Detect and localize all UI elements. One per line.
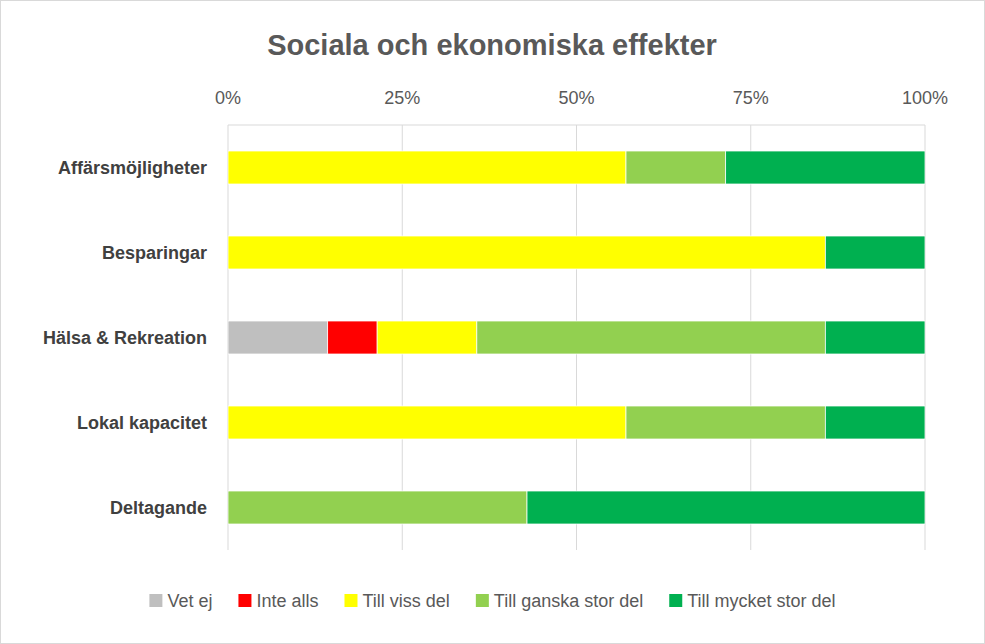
bar-segment — [228, 491, 527, 524]
bar-segment — [377, 321, 477, 354]
bar-segment — [228, 321, 328, 354]
grid — [228, 125, 925, 550]
category-label: Affärsmöjligheter — [58, 158, 207, 178]
legend-swatch — [669, 594, 682, 607]
legend-swatch — [238, 594, 251, 607]
legend-swatch — [476, 594, 489, 607]
title: Sociala och ekonomiska effekter — [267, 29, 717, 61]
bar-segment — [825, 236, 925, 269]
category-label: Lokal kapacitet — [77, 413, 207, 433]
tick-label: 0% — [215, 88, 241, 108]
bar-segment — [328, 321, 377, 354]
bar-segment — [626, 406, 825, 439]
axis-line — [228, 125, 925, 126]
bar-segment — [228, 151, 626, 184]
bar-segment — [228, 406, 626, 439]
tick-label: 75% — [733, 88, 769, 108]
category-label: Besparingar — [102, 243, 207, 263]
legend-label: Inte alls — [256, 591, 318, 611]
legend-label: Till viss del — [362, 591, 449, 611]
chart-frame — [1, 1, 985, 644]
legend-label: Till mycket stor del — [687, 591, 835, 611]
bar-segment — [626, 151, 726, 184]
chart: Sociala och ekonomiska effekter 0% 25% 50% 7… — [0, 0, 985, 644]
bar-segment — [825, 321, 925, 354]
category-label: Hälsa & Rekreation — [43, 328, 207, 348]
bar-segment — [477, 321, 825, 354]
bar-segment — [228, 236, 825, 269]
tick-label: 50% — [558, 88, 594, 108]
bar-segment — [825, 406, 925, 439]
tick-label: 100% — [902, 88, 948, 108]
tick-label: 25% — [384, 88, 420, 108]
legend: Vet ej Inte alls Till viss del Till ganska … — [149, 591, 835, 611]
legend-swatch — [149, 594, 162, 607]
legend-label: Till ganska stor del — [494, 591, 643, 611]
category-label: Deltagande — [110, 498, 207, 518]
bars — [228, 151, 925, 524]
bar-segment — [527, 491, 925, 524]
bar-segment — [726, 151, 925, 184]
legend-label: Vet ej — [167, 591, 212, 611]
legend-swatch — [344, 594, 357, 607]
